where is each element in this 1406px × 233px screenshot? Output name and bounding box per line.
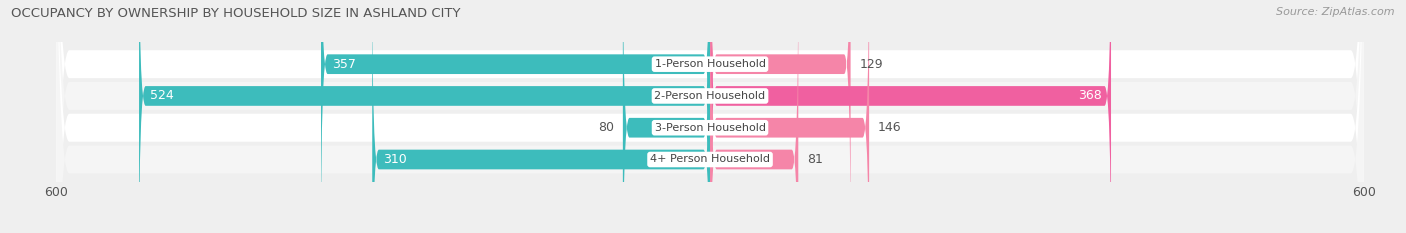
FancyBboxPatch shape xyxy=(56,0,1364,233)
FancyBboxPatch shape xyxy=(710,0,851,233)
FancyBboxPatch shape xyxy=(710,0,799,233)
Text: 368: 368 xyxy=(1078,89,1102,103)
Text: 524: 524 xyxy=(150,89,174,103)
Text: 4+ Person Household: 4+ Person Household xyxy=(650,154,770,164)
Text: 2-Person Household: 2-Person Household xyxy=(654,91,766,101)
Text: 81: 81 xyxy=(807,153,823,166)
FancyBboxPatch shape xyxy=(623,0,710,233)
Text: 146: 146 xyxy=(877,121,901,134)
FancyBboxPatch shape xyxy=(56,0,1364,233)
Text: 310: 310 xyxy=(382,153,406,166)
FancyBboxPatch shape xyxy=(139,0,710,233)
Text: 357: 357 xyxy=(332,58,356,71)
FancyBboxPatch shape xyxy=(373,0,710,233)
Text: Source: ZipAtlas.com: Source: ZipAtlas.com xyxy=(1277,7,1395,17)
Text: 1-Person Household: 1-Person Household xyxy=(655,59,765,69)
FancyBboxPatch shape xyxy=(56,0,1364,233)
FancyBboxPatch shape xyxy=(321,0,710,233)
Text: 80: 80 xyxy=(598,121,614,134)
FancyBboxPatch shape xyxy=(56,0,1364,233)
FancyBboxPatch shape xyxy=(710,0,869,233)
FancyBboxPatch shape xyxy=(710,0,1111,233)
Text: 129: 129 xyxy=(859,58,883,71)
Text: OCCUPANCY BY OWNERSHIP BY HOUSEHOLD SIZE IN ASHLAND CITY: OCCUPANCY BY OWNERSHIP BY HOUSEHOLD SIZE… xyxy=(11,7,461,20)
Text: 3-Person Household: 3-Person Household xyxy=(655,123,765,133)
